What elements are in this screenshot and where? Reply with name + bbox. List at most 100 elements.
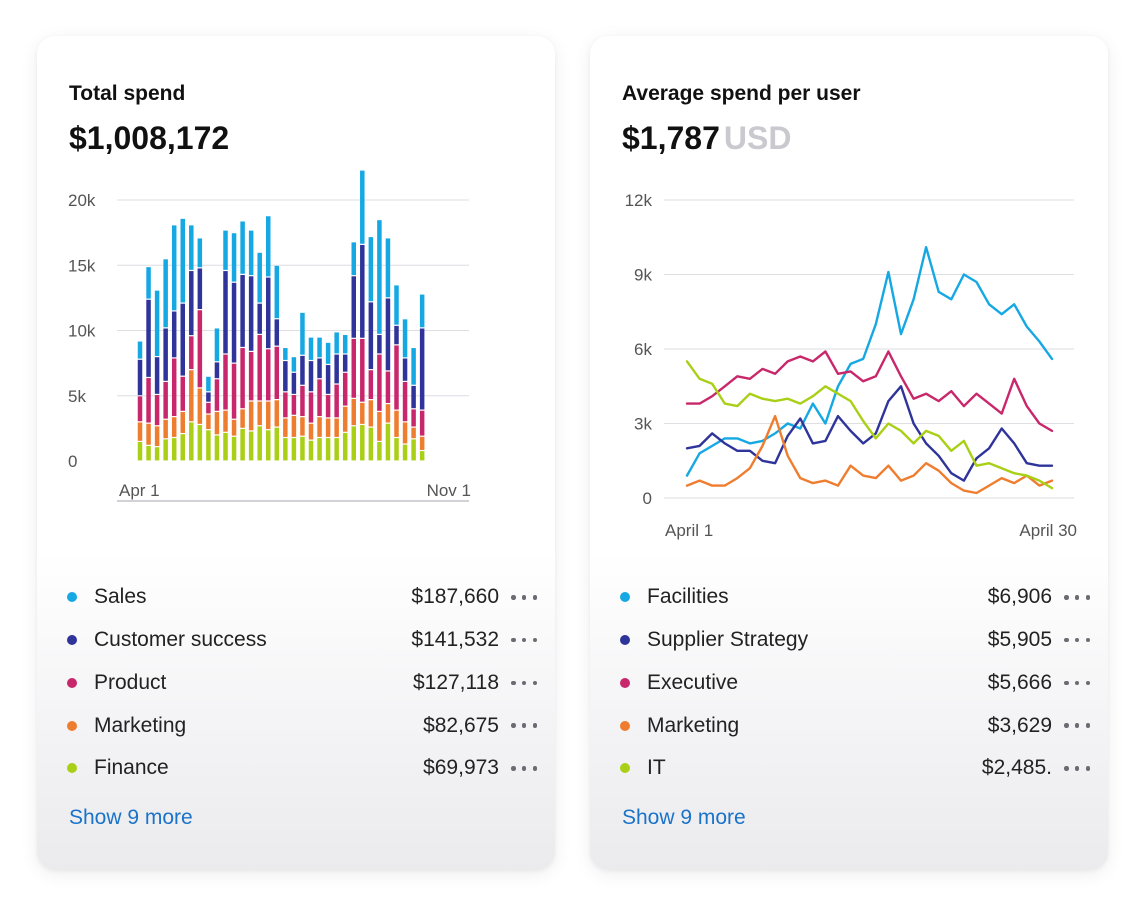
bar-segment-product — [317, 379, 322, 417]
bar-segment-sales — [368, 237, 374, 302]
bar-segment-sales — [154, 290, 160, 356]
bar-segment-finance — [274, 427, 280, 461]
bar-segment-customer-success — [411, 385, 416, 409]
bar-segment-sales — [317, 337, 322, 358]
more-options-icon[interactable] — [1064, 766, 1090, 771]
bar-segment-product — [291, 395, 297, 415]
bar-segment-product — [266, 349, 271, 401]
bar-segment-product — [411, 409, 416, 427]
legend-label: Marketing — [647, 713, 740, 737]
bar-segment-customer-success — [171, 311, 177, 358]
bar-segment-customer-success — [197, 268, 203, 310]
bar-segment-customer-success — [325, 365, 331, 394]
bar-segment-finance — [377, 442, 382, 461]
bar-segment-customer-success — [419, 328, 425, 410]
bar-segment-finance — [351, 426, 356, 461]
legend-value: $82,675 — [423, 713, 499, 737]
bar-segment-sales — [274, 265, 280, 319]
y-tick-label: 15k — [68, 256, 96, 275]
bar-segment-customer-success — [240, 274, 245, 347]
bar-segment-product — [351, 338, 356, 398]
bar-segment-product — [368, 370, 374, 400]
more-options-icon[interactable] — [511, 680, 537, 686]
more-options-icon[interactable] — [511, 637, 537, 643]
average-spend-value: $1,787 — [622, 120, 720, 156]
bar-segment-marketing — [214, 412, 220, 435]
total-spend-legend: Sales $187,660 Customer success $141,532 Pro… — [67, 576, 537, 790]
bar-segment-finance — [342, 432, 348, 461]
bar-segment-sales — [342, 335, 348, 354]
bar-segment-sales — [171, 225, 177, 311]
bar-segment-sales — [240, 221, 245, 274]
bar-segment-finance — [197, 425, 203, 461]
bar-segment-customer-success — [137, 359, 143, 396]
legend-label: Marketing — [94, 713, 187, 737]
bar-segment-sales — [308, 337, 314, 360]
bar-segment-product — [274, 346, 280, 400]
bar-segment-sales — [231, 233, 237, 282]
bar-segment-customer-success — [214, 362, 220, 379]
bar-segment-customer-success — [291, 372, 297, 394]
legend-label: Finance — [94, 756, 169, 780]
more-options-icon[interactable] — [511, 766, 537, 771]
legend-label: Executive — [647, 670, 739, 694]
bar-segment-marketing — [257, 401, 262, 426]
bar-segment-product — [163, 382, 168, 419]
bar-segment-sales — [394, 285, 399, 325]
bar-segment-product — [189, 336, 194, 370]
bar-segment-customer-success — [154, 357, 160, 394]
show-more-link[interactable]: Show 9 more — [69, 806, 193, 829]
bar-segment-marketing — [197, 388, 203, 424]
legend-dot — [620, 677, 630, 688]
bar-segment-product — [206, 402, 211, 414]
average-spend-legend: Facilities $6,906 Supplier Strategy $5,905 E… — [620, 576, 1090, 790]
bar-segment-finance — [291, 438, 297, 461]
legend-value: $69,973 — [423, 756, 499, 780]
y-tick-label: 0 — [643, 489, 652, 508]
bar-segment-customer-success — [360, 244, 365, 338]
bar-segment-finance — [180, 434, 185, 461]
bar-segment-finance — [317, 438, 322, 461]
bar-segment-sales — [266, 216, 271, 277]
legend-label: Sales — [94, 585, 147, 609]
total-spend-card: Total spend $1,008,172 0 5k 10k 15k 20k Apr 1… — [37, 36, 555, 870]
show-more-link[interactable]: Show 9 more — [622, 806, 746, 829]
bar-segment-marketing — [368, 400, 374, 427]
bar-segment-product — [283, 392, 288, 418]
line-series-facilities — [685, 245, 1054, 477]
total-spend-amount: $1,008,172 — [69, 120, 229, 157]
more-options-icon[interactable] — [1064, 680, 1090, 686]
bar-segment-product — [377, 354, 382, 411]
bar-segment-customer-success — [231, 282, 237, 363]
bar-segment-finance — [411, 439, 416, 461]
bar-segment-finance — [214, 435, 220, 461]
y-tick-label: 0 — [68, 452, 77, 471]
bar-segment-product — [240, 348, 245, 409]
bar-segment-customer-success — [308, 361, 314, 392]
line-series-executive — [685, 350, 1054, 433]
legend-item-marketing: Marketing $82,675 — [67, 704, 537, 747]
x-tick-label: April 30 — [1019, 521, 1077, 540]
x-tick-label: April 1 — [665, 521, 713, 540]
bar-segment-product — [325, 395, 331, 418]
more-options-icon[interactable] — [1064, 637, 1090, 643]
average-spend-line-chart: 0 3k 6k 9k 12k April 1 April 30 — [625, 191, 1077, 540]
bar-segment-product — [231, 363, 237, 419]
legend-item-executive: Executive $5,666 — [620, 662, 1090, 705]
bar-segment-marketing — [377, 412, 382, 441]
bar-segment-customer-success — [257, 303, 262, 334]
legend-item-it: IT $2,485. — [620, 747, 1090, 790]
bar-segment-product — [300, 385, 305, 417]
bar-segment-customer-success — [283, 361, 288, 392]
bar-segment-marketing — [146, 423, 151, 445]
more-options-icon[interactable] — [511, 723, 537, 728]
bar-segment-marketing — [317, 417, 322, 437]
more-options-icon[interactable] — [1064, 595, 1090, 600]
more-options-icon[interactable] — [1064, 723, 1090, 728]
legend-value: $141,532 — [411, 628, 499, 652]
bar-segment-marketing — [240, 409, 245, 428]
legend-dot — [620, 763, 630, 774]
bar-segment-customer-success — [368, 302, 374, 370]
bar-segment-customer-success — [334, 354, 339, 384]
more-options-icon[interactable] — [511, 595, 537, 600]
